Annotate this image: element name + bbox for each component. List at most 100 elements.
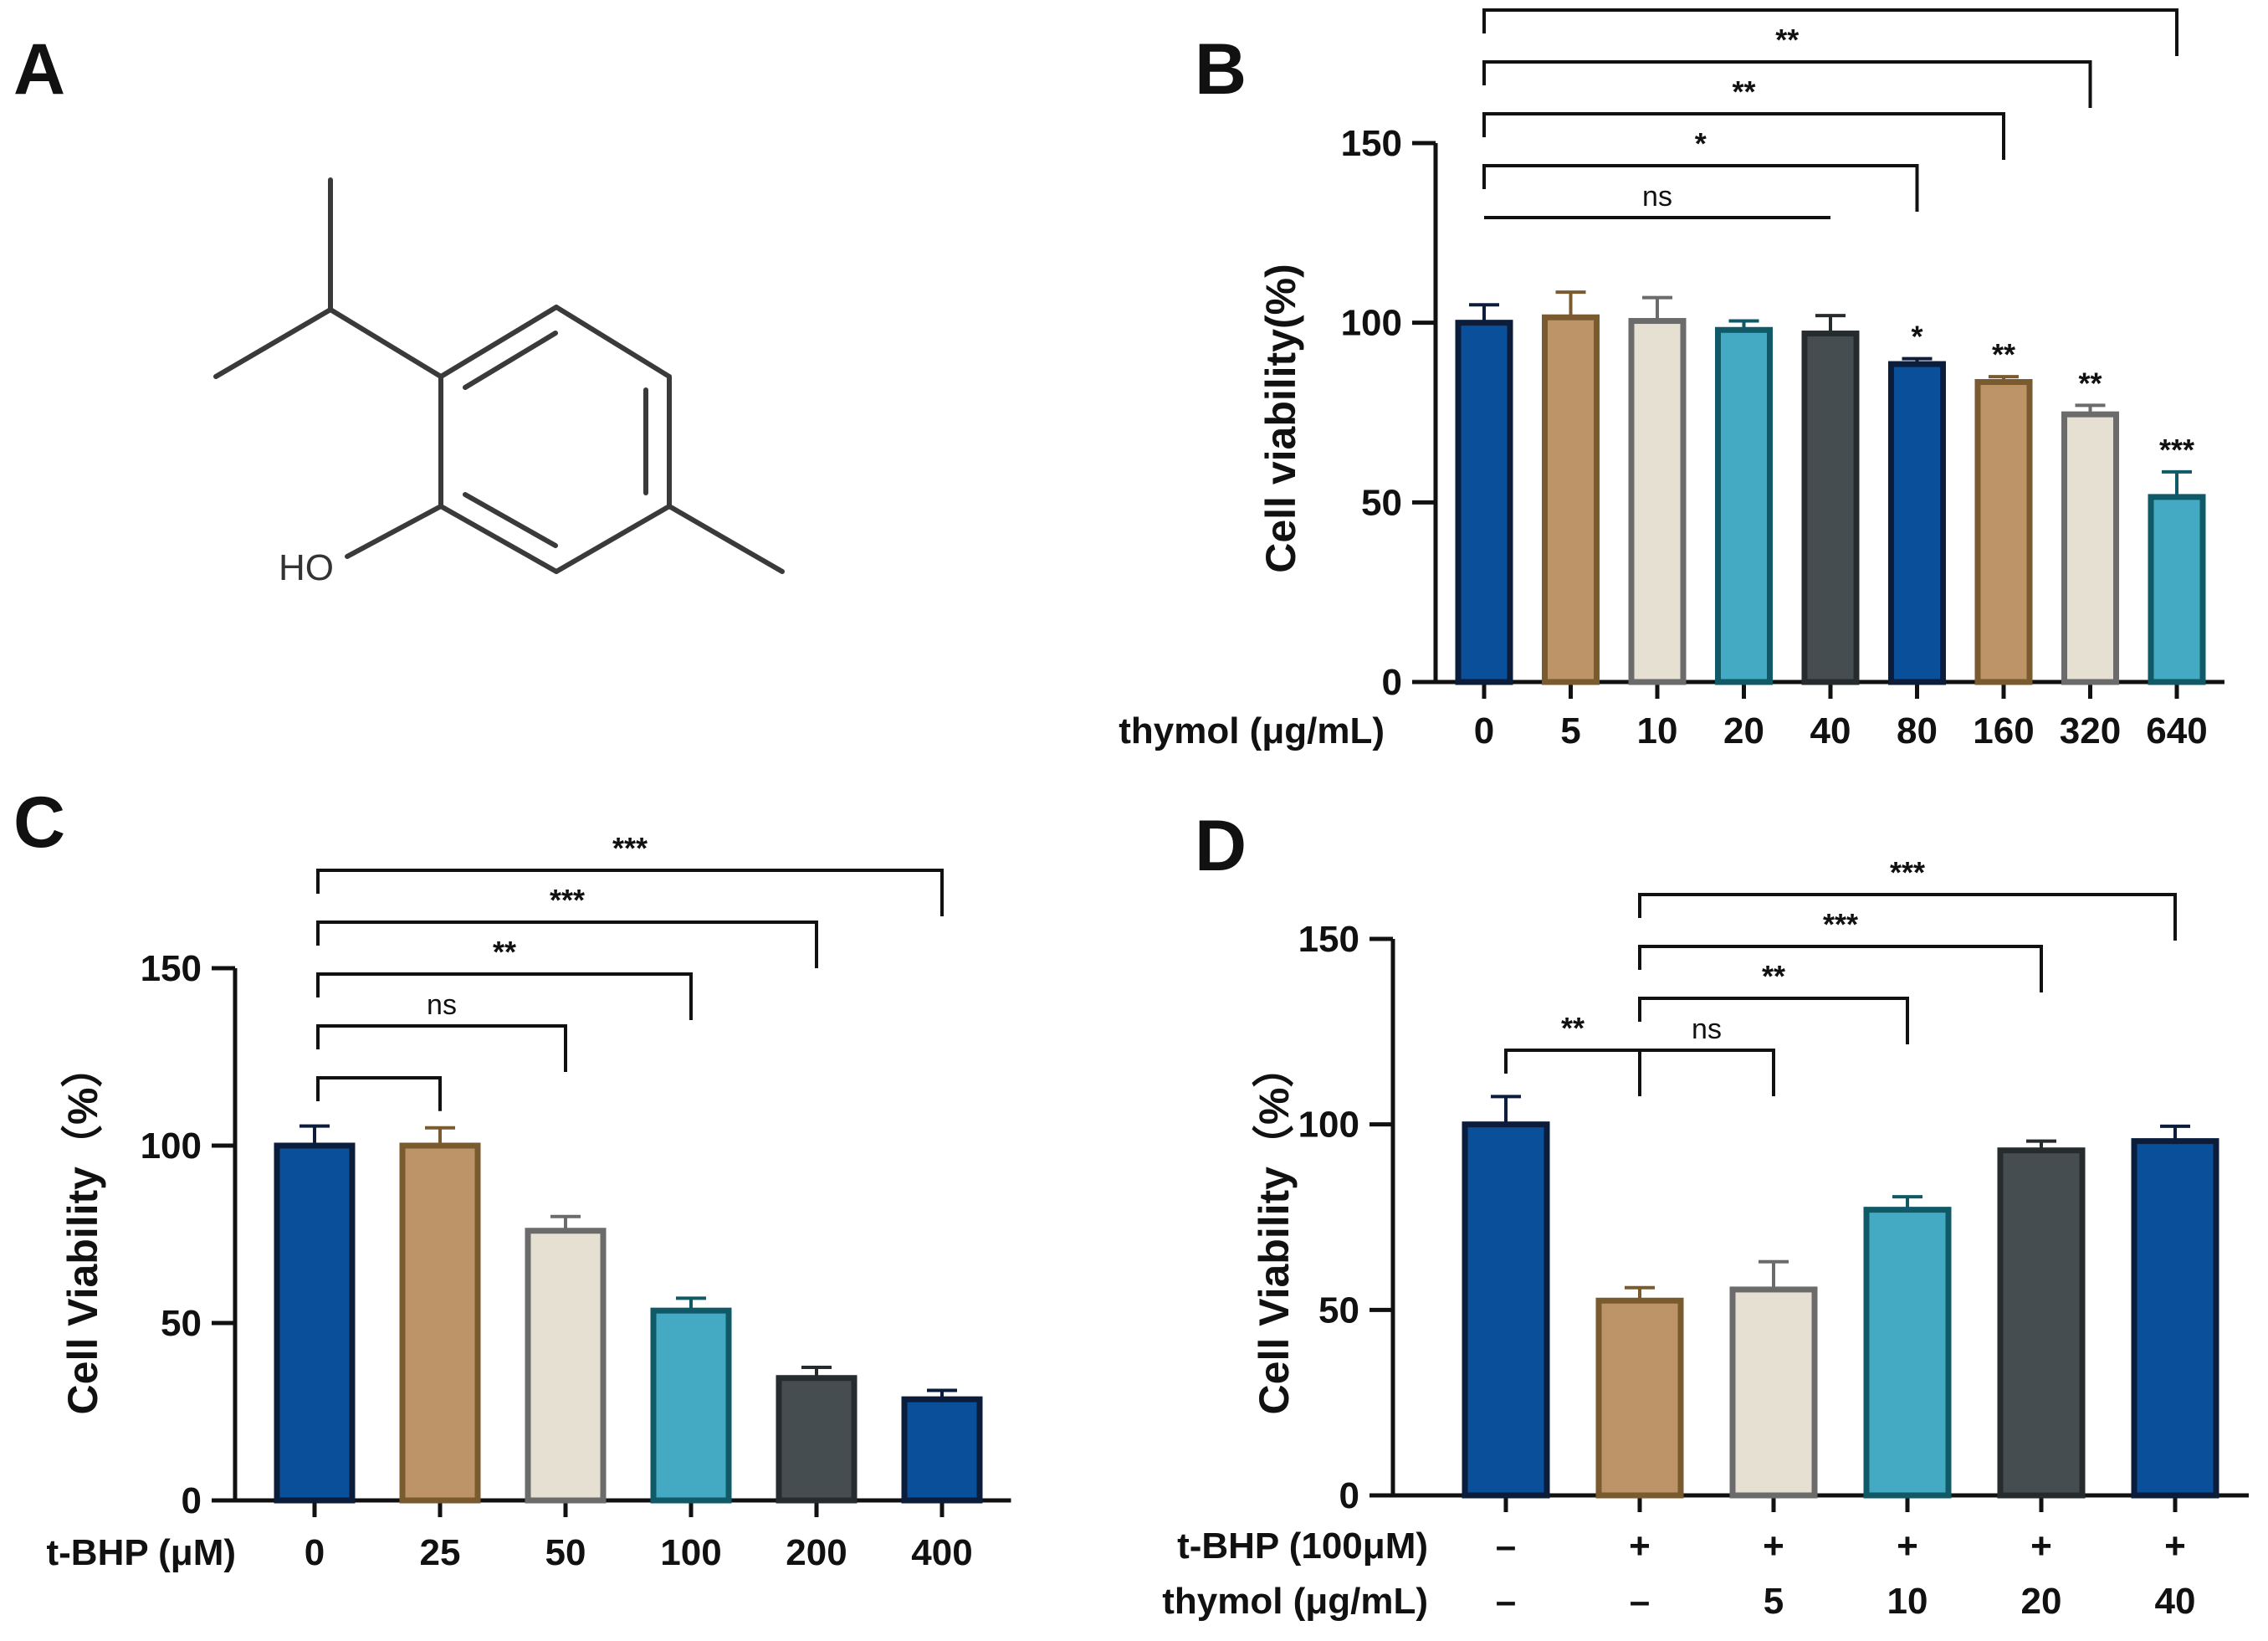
significance-label: ns — [427, 989, 457, 1021]
significance-label: *** — [1890, 855, 1925, 890]
significance-label: *** — [1823, 907, 1858, 941]
significance-bracket — [316, 869, 944, 916]
y-tick-label: 50 — [1361, 482, 1402, 523]
y-axis-title: Cell viability(%) — [1257, 264, 1304, 573]
bar — [901, 1396, 983, 1504]
x-tick-label: 40 — [1810, 710, 1851, 751]
bar — [2131, 1138, 2219, 1499]
x-tick-label: 50 — [545, 1532, 586, 1573]
y-tick-label: 100 — [141, 1126, 202, 1167]
bar — [1455, 320, 1513, 685]
bar — [1729, 1286, 1818, 1499]
significance-label: ** — [1762, 959, 1785, 993]
condition-row-label: t-BHP (100μM) — [1177, 1526, 1428, 1567]
y-tick-label: 0 — [1339, 1475, 1359, 1516]
panel-a: A HO — [13, 29, 785, 588]
significance-bracket — [1638, 945, 2043, 992]
y-tick-label: 0 — [1382, 662, 1402, 703]
significance-label: ** — [1561, 1011, 1585, 1045]
condition-value: + — [2164, 1526, 2186, 1567]
significance-bracket — [1638, 893, 2177, 941]
condition-value: + — [2030, 1526, 2052, 1567]
x-tick-label: 25 — [420, 1532, 461, 1573]
bar — [2061, 411, 2119, 685]
panel-c-chart: 0 50 100 150 Cell Viability（%） 0 25 50 100 200 400… — [46, 831, 1011, 1573]
bar-significance: * — [1911, 320, 1922, 354]
bar — [1863, 1207, 1952, 1499]
x-tick-label: 160 — [1973, 710, 2034, 751]
condition-value: 10 — [1887, 1581, 1928, 1622]
panel-d-chart: 0 50 100 150 Cell Viability（%） t-BHP (100μM) –… — [1162, 855, 2249, 1622]
x-tick-label: 0 — [1474, 710, 1494, 751]
significance-label: ns — [1692, 1013, 1722, 1045]
bond — [554, 504, 672, 574]
x-tick-label: 0 — [305, 1532, 325, 1573]
significance-bracket — [316, 920, 818, 968]
bond — [554, 305, 672, 379]
significance-bracket — [1638, 997, 1909, 1044]
bond — [438, 504, 559, 574]
x-tick-label: 10 — [1637, 710, 1678, 751]
y-axis-title: Cell Viability（%） — [59, 1046, 106, 1415]
significance-bracket — [316, 972, 693, 1020]
significance-label: *** — [612, 831, 648, 865]
y-tick-label: 50 — [1318, 1290, 1359, 1331]
condition-value: 20 — [2021, 1581, 2062, 1622]
panel-b-label: B — [1195, 29, 1247, 110]
significance-bracket — [1482, 112, 2005, 160]
bar — [776, 1375, 858, 1504]
significance-bracket — [316, 1024, 567, 1072]
bar — [650, 1307, 732, 1504]
bar — [1462, 1121, 1550, 1499]
significance-bracket — [1482, 8, 2178, 56]
significance-label: * — [1695, 126, 1707, 161]
bar — [525, 1228, 607, 1504]
bar-significance: ** — [1992, 337, 2015, 372]
bar — [1715, 326, 1773, 685]
bond — [463, 331, 558, 390]
x-axis-title: thymol (μg/mL) — [1119, 710, 1385, 751]
bond — [345, 504, 443, 559]
condition-value: 40 — [2155, 1581, 2196, 1622]
bar — [1997, 1147, 2086, 1499]
bar — [1888, 361, 1946, 685]
y-tick-label: 100 — [1341, 303, 1402, 344]
bond — [213, 307, 333, 379]
condition-row-label: thymol (μg/mL) — [1162, 1581, 1428, 1622]
panel-c: C 0 50 100 150 Cell Viability（%） 0 25 50 100 200 4… — [13, 782, 1011, 1573]
panel-a-label: A — [13, 29, 65, 110]
bond — [667, 504, 785, 574]
bar — [1974, 379, 2033, 685]
bar — [2148, 494, 2206, 685]
bond — [438, 305, 559, 379]
bar — [1542, 314, 1600, 685]
x-tick-label: 640 — [2146, 710, 2207, 751]
significance-label: ** — [493, 935, 516, 969]
y-axis-title: Cell Viability（%） — [1251, 1046, 1298, 1415]
x-tick-label: 5 — [1560, 710, 1580, 751]
x-tick-label: 20 — [1723, 710, 1764, 751]
significance-bracket — [1504, 1049, 1641, 1096]
bar — [1595, 1297, 1684, 1499]
significance-bracket — [316, 1076, 442, 1111]
condition-value: 5 — [1764, 1581, 1784, 1622]
x-tick-label: 320 — [2060, 710, 2121, 751]
y-tick-label: 100 — [1298, 1105, 1359, 1146]
bar-significance: *** — [2159, 433, 2194, 467]
significance-label: ** — [1775, 23, 1799, 57]
significance-bracket — [1638, 1049, 1775, 1096]
bar-significance: ** — [2078, 366, 2102, 400]
condition-value: + — [1763, 1526, 1784, 1567]
condition-value: – — [1496, 1581, 1516, 1622]
y-tick-label: 0 — [182, 1480, 202, 1521]
bar — [399, 1142, 481, 1504]
bar — [274, 1142, 356, 1504]
condition-value: + — [1629, 1526, 1651, 1567]
condition-value: – — [1630, 1581, 1650, 1622]
significance-bracket — [1482, 60, 2092, 108]
bond — [463, 492, 558, 548]
significance-bracket — [1482, 164, 1919, 212]
significance-label: *** — [1813, 0, 1848, 5]
